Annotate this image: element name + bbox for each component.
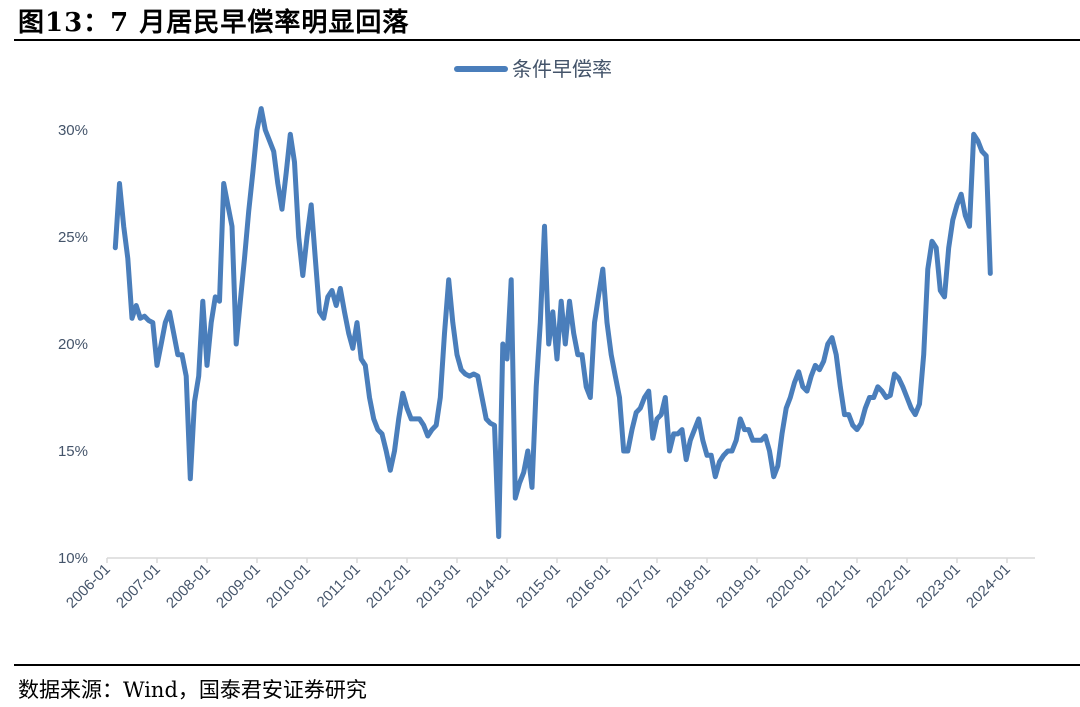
y-tick-label: 20%	[58, 336, 88, 353]
x-tick-label: 2014-01	[463, 561, 514, 612]
x-tick-label: 2016-01	[563, 561, 614, 612]
x-tick-label: 2011-01	[314, 561, 364, 611]
y-tick-label: 10%	[58, 550, 88, 567]
series-line	[112, 106, 993, 540]
y-tick-label: 25%	[58, 229, 88, 246]
chart-title: 图13：7 月居民早偿率明显回落	[18, 8, 410, 38]
x-tick-label: 2017-01	[613, 561, 664, 612]
x-tick-label: 2012-01	[363, 561, 414, 612]
legend-label: 条件早偿率	[512, 57, 612, 81]
source-note: 数据来源：Wind，国泰君安证券研究	[18, 678, 367, 702]
x-tick-label: 2015-01	[513, 561, 564, 612]
x-tick-label: 2009-01	[213, 561, 264, 612]
x-tick-label: 2019-01	[713, 561, 764, 612]
x-tick-label: 2023-01	[913, 561, 964, 612]
x-axis: 2006-01 2007-01 2008-01 2009-01 2010-01 2011-…	[63, 557, 1035, 612]
plot-area	[112, 106, 993, 540]
legend: 条件早偿率	[454, 57, 612, 81]
x-tick-label: 2022-01	[863, 561, 914, 612]
x-tick-label: 2008-01	[163, 561, 214, 612]
x-tick-label: 2018-01	[663, 561, 714, 612]
x-tick-label: 2010-01	[263, 561, 314, 612]
x-tick-label: 2007-01	[113, 561, 164, 612]
x-tick-label: 2021-01	[813, 561, 864, 612]
x-tick-label: 2020-01	[763, 561, 814, 612]
x-tick-label: 2024-01	[963, 561, 1014, 612]
y-tick-label: 15%	[58, 443, 88, 460]
y-axis: 10% 15% 20% 25% 30%	[58, 122, 88, 567]
x-tick-label: 2006-01	[63, 561, 114, 612]
top-divider	[14, 39, 1080, 41]
y-tick-label: 30%	[58, 122, 88, 139]
x-tick-label: 2013-01	[413, 561, 464, 612]
line-chart: 条件早偿率 10% 15% 20% 25% 30% 2006-01 2007-01 2008…	[58, 57, 1035, 612]
bottom-divider	[14, 664, 1080, 666]
